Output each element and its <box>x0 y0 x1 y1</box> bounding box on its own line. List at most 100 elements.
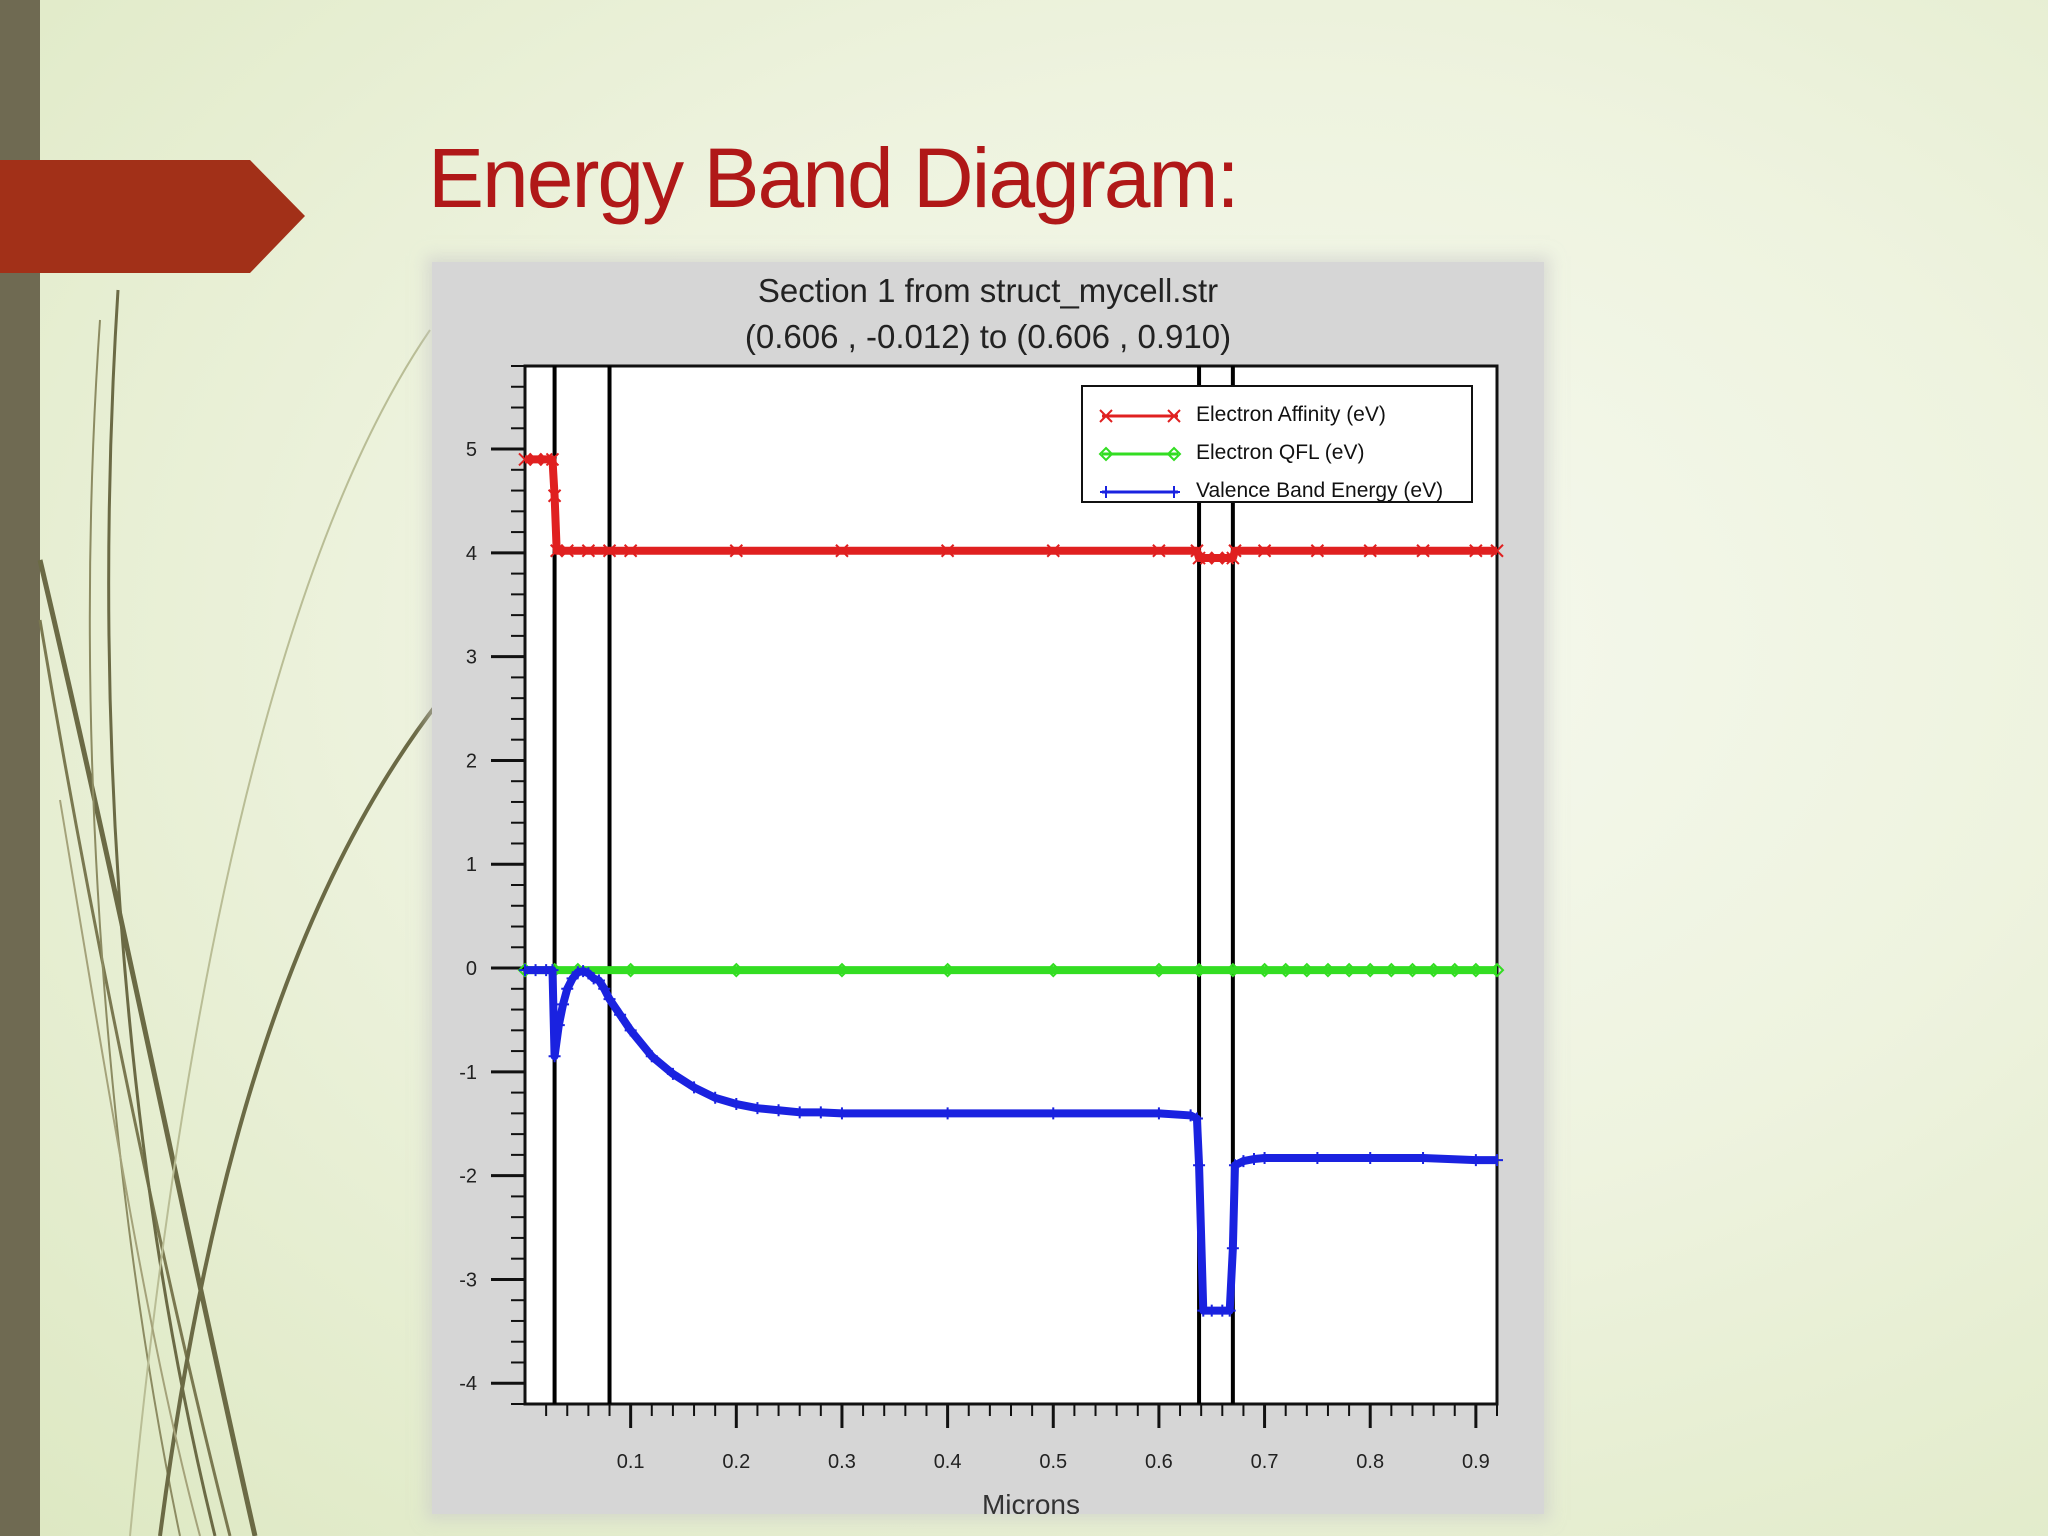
valence-band-energy-point <box>1364 1151 1377 1164</box>
valence-band-energy-point <box>1226 1242 1239 1255</box>
x-axis-label: Microns <box>982 1489 1080 1514</box>
chart-subtitle: (0.606 , -0.012) to (0.606 , 0.910) <box>744 318 1232 355</box>
valence-band-energy-point <box>941 1107 954 1120</box>
valence-band-energy-point <box>793 1106 806 1119</box>
x-tick-label: 0.9 <box>1462 1451 1490 1473</box>
electron-qfl-point <box>1405 962 1420 978</box>
chart-title: Section 1 from struct_mycell.str <box>757 272 1219 309</box>
valence-band-energy-point <box>614 1008 627 1021</box>
electron-affinity-point <box>1469 544 1483 558</box>
electron-affinity-point <box>545 452 560 467</box>
valence-band-energy-point <box>1205 1304 1218 1317</box>
x-tick-label: 0.7 <box>1251 1451 1279 1473</box>
valence-band-energy-legend-label: Valence Band Energy (eV) <box>1196 479 1444 502</box>
electron-qfl-point <box>1257 962 1272 978</box>
electron-qfl-point <box>1191 962 1207 978</box>
electron-affinity-point <box>547 489 562 503</box>
electron-affinity-point <box>1310 544 1325 558</box>
valence-band-energy-point <box>561 982 574 995</box>
valence-band-energy-point <box>1223 1304 1236 1317</box>
y-tick-label: 2 <box>466 750 477 772</box>
electron-affinity-point <box>1363 544 1377 558</box>
electron-affinity-point <box>549 544 564 558</box>
band-diagram-chart: Section 1 from struct_mycell.str (0.606 … <box>432 262 1544 1514</box>
electron-qfl-point <box>1045 962 1061 978</box>
valence-band-energy-point <box>577 965 590 978</box>
x-tick-label: 0.4 <box>934 1451 962 1473</box>
electron-affinity-point <box>581 544 596 558</box>
valence-band-energy-legend-marker <box>1168 486 1180 498</box>
electron-affinity-point <box>835 544 849 558</box>
electron-affinity-line <box>525 455 1497 563</box>
valence-band-energy-point <box>548 1050 561 1063</box>
valence-band-energy-point <box>1237 1155 1250 1168</box>
electron-affinity-point <box>1257 544 1272 558</box>
valence-band-energy-point <box>1417 1151 1430 1164</box>
electron-qfl-point <box>1225 962 1241 978</box>
valence-band-energy-point <box>814 1106 827 1119</box>
valence-band-energy-point <box>688 1081 701 1094</box>
valence-band-energy-point <box>603 993 616 1006</box>
valence-band-energy-point <box>730 1098 743 1111</box>
electron-qfl-point <box>940 962 956 978</box>
y-tick-label: 5 <box>466 439 477 461</box>
y-tick-label: -4 <box>459 1373 477 1395</box>
valence-band-energy-point <box>529 964 542 977</box>
valence-band-energy-point <box>709 1091 722 1104</box>
valence-band-energy-point <box>1491 1154 1503 1167</box>
valence-band-energy-point <box>645 1050 658 1063</box>
x-tick-label: 0.5 <box>1039 1451 1067 1473</box>
valence-band-energy-point <box>1248 1153 1260 1166</box>
x-tick-label: 0.6 <box>1145 1451 1173 1473</box>
valence-band-energy-point <box>1047 1107 1060 1120</box>
y-tick-label: 1 <box>466 854 477 876</box>
electron-qfl-point <box>834 962 850 978</box>
valence-band-energy-point <box>1152 1107 1165 1120</box>
valence-band-energy-point <box>1469 1154 1482 1167</box>
valence-band-energy-point <box>1228 1159 1241 1172</box>
x-tick-label: 0.3 <box>828 1451 856 1473</box>
electron-qfl-point <box>1278 962 1294 978</box>
electron-affinity-legend-marker <box>1167 409 1181 423</box>
electron-affinity-point <box>528 452 543 467</box>
valence-band-energy-point <box>835 1107 848 1120</box>
electron-affinity-point <box>623 544 638 558</box>
electron-qfl-point <box>1320 962 1336 978</box>
electron-qfl-point <box>1447 962 1463 978</box>
electron-affinity-point <box>940 544 955 558</box>
electron-qfl-point <box>728 962 744 978</box>
valence-band-energy-point <box>546 964 559 977</box>
electron-affinity-point <box>1228 544 1242 558</box>
electron-qfl-legend-marker <box>1166 446 1182 462</box>
electron-qfl-point <box>1489 962 1505 978</box>
slide-title: Energy Band Diagram: <box>428 131 1240 225</box>
electron-affinity-point <box>1152 544 1166 558</box>
electron-affinity-point <box>602 544 617 558</box>
legend-box <box>1081 385 1473 503</box>
valence-band-energy-point <box>1258 1151 1271 1164</box>
valence-band-energy-point <box>1184 1109 1197 1122</box>
valence-band-energy-point <box>751 1102 764 1115</box>
electron-affinity-point <box>539 452 553 467</box>
electron-qfl-point <box>1341 962 1357 978</box>
y-tick-label: -1 <box>459 1062 477 1084</box>
electron-qfl-point <box>1468 962 1484 978</box>
electron-affinity-point <box>1210 551 1224 565</box>
valence-band-energy-point <box>624 1024 637 1037</box>
electron-qfl-point <box>1299 962 1315 978</box>
valence-band-energy-point <box>598 982 611 995</box>
electron-qfl-point <box>1426 962 1442 978</box>
electron-qfl-legend-label: Electron QFL (eV) <box>1196 441 1365 464</box>
y-tick-label: 4 <box>466 543 477 565</box>
valence-band-energy-point <box>582 967 595 980</box>
x-tick-label: 0.2 <box>722 1451 750 1473</box>
electron-affinity-point <box>518 452 532 467</box>
electron-qfl-point <box>1362 962 1378 978</box>
valence-band-energy-point <box>666 1067 679 1080</box>
y-tick-label: 3 <box>466 647 477 669</box>
valence-band-energy-point <box>587 972 600 985</box>
valence-band-energy-point <box>772 1104 785 1117</box>
electron-affinity-point <box>729 544 744 558</box>
electron-affinity-point <box>1199 551 1214 565</box>
chart-plot-svg: -4 -3 -2 -1 0 1 2 3 4 5 0.1 0.2 0.3 0.4 0.5 0.6 0.7 0.8 0.… <box>459 364 1505 1514</box>
